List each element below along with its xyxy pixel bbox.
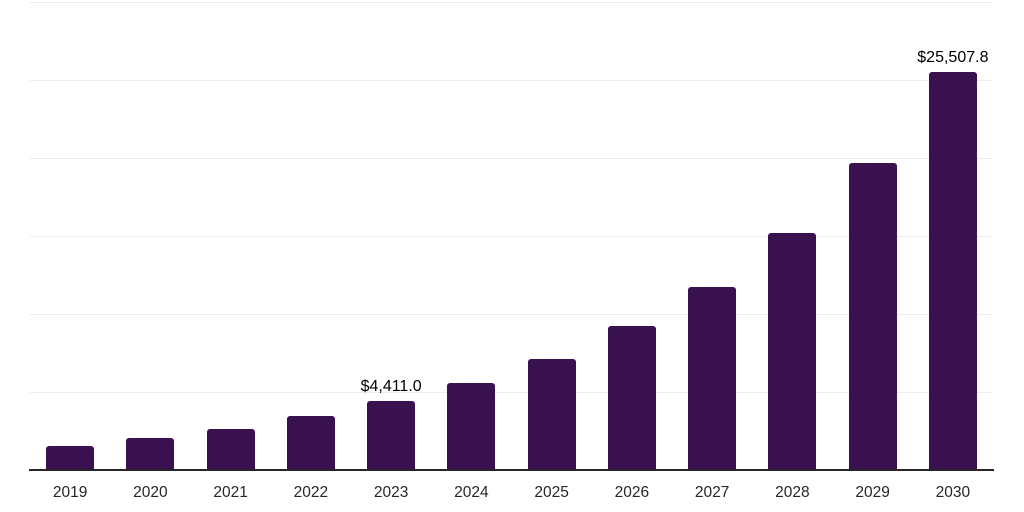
bar-2022[interactable] [286, 416, 335, 470]
bar-2025[interactable] [527, 359, 576, 470]
bar-2026[interactable] [607, 325, 656, 470]
x-tick-2024: 2024 [454, 484, 489, 501]
x-tick-2023: 2023 [373, 484, 409, 501]
gridline-15000 [30, 235, 993, 237]
bar-2030[interactable] [928, 72, 977, 470]
gridline-30000 [30, 1, 993, 3]
x-tick-2022: 2022 [293, 484, 329, 501]
bar-2021[interactable] [206, 429, 255, 470]
x-tick-2030: 2030 [935, 484, 971, 501]
x-tick-2019: 2019 [52, 484, 88, 501]
plot-area: $4,411.0 $25,507.8 [30, 1, 993, 470]
bar-2028[interactable] [768, 232, 817, 470]
x-tick-2027: 2027 [694, 484, 730, 501]
data-label-2023: $4,411.0 [360, 378, 422, 396]
x-tick-2021: 2021 [213, 484, 248, 501]
gridline-20000 [30, 157, 993, 159]
x-tick-2029: 2029 [855, 484, 890, 501]
data-label-2030: $25,507.8 [917, 49, 989, 67]
x-tick-2020: 2020 [133, 484, 168, 501]
x-tick-2028: 2028 [775, 484, 810, 501]
gridline-10000 [30, 313, 993, 315]
bar-2027[interactable] [688, 287, 737, 470]
x-axis-line [29, 469, 994, 471]
bar-2019[interactable] [46, 445, 95, 470]
bar-2029[interactable] [848, 163, 897, 470]
x-axis-tick-labels: 2019 2020 2021 2022 2023 2024 2025 2026 2027 2028… [30, 484, 993, 504]
bar-2020[interactable] [126, 438, 175, 470]
gridline-5000 [30, 391, 993, 393]
bar-2024[interactable] [447, 382, 496, 470]
x-tick-2025: 2025 [534, 484, 569, 501]
bar-2023[interactable] [367, 401, 416, 470]
x-tick-2026: 2026 [614, 484, 650, 501]
gridline-25000 [30, 79, 993, 81]
